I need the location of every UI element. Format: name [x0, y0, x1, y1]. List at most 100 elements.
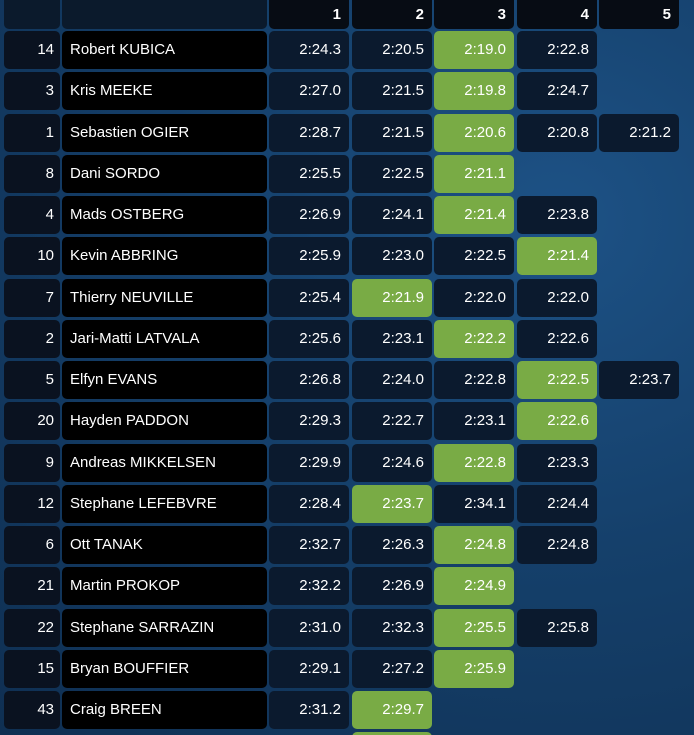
stage-time: 2:25.6 — [269, 320, 349, 358]
stage-time-best-cutoff — [352, 732, 432, 735]
driver-name[interactable]: Jari-Matti LATVALA — [62, 320, 267, 358]
stage-time-best: 2:19.8 — [434, 72, 514, 110]
stage-time: 2:23.0 — [352, 237, 432, 275]
stage-time: 2:25.4 — [269, 279, 349, 317]
driver-name[interactable]: Craig BREEN — [62, 691, 267, 729]
stage-time: 2:20.8 — [517, 114, 597, 152]
stage-time: 2:22.8 — [517, 31, 597, 69]
car-number: 22 — [4, 609, 60, 647]
car-number: 20 — [4, 402, 60, 440]
stage-time-best: 2:25.5 — [434, 609, 514, 647]
driver-name[interactable]: Sebastien OGIER — [62, 114, 267, 152]
stage-time: 2:23.1 — [352, 320, 432, 358]
car-number: 10 — [4, 237, 60, 275]
driver-name[interactable]: Robert KUBICA — [62, 31, 267, 69]
stage-time-best: 2:20.6 — [434, 114, 514, 152]
stage-time: 2:26.9 — [269, 196, 349, 234]
car-number: 12 — [4, 485, 60, 523]
car-number: 21 — [4, 567, 60, 605]
stage-time-best: 2:21.1 — [434, 155, 514, 193]
stage-time: 2:22.0 — [517, 279, 597, 317]
stage-time: 2:27.0 — [269, 72, 349, 110]
car-number: 8 — [4, 155, 60, 193]
stage-time: 2:34.1 — [434, 485, 514, 523]
driver-name[interactable]: Stephane SARRAZIN — [62, 609, 267, 647]
stage-time-best: 2:22.6 — [517, 402, 597, 440]
driver-name[interactable]: Ott TANAK — [62, 526, 267, 564]
stage-time: 2:28.4 — [269, 485, 349, 523]
stage-time: 2:28.7 — [269, 114, 349, 152]
stage-time: 2:24.3 — [269, 31, 349, 69]
stage-time-best: 2:25.9 — [434, 650, 514, 688]
driver-name[interactable]: Martin PROKOP — [62, 567, 267, 605]
stage-time: 2:21.2 — [599, 114, 679, 152]
stage-time-best: 2:22.5 — [517, 361, 597, 399]
stage-time-best: 2:19.0 — [434, 31, 514, 69]
stage-time: 2:24.4 — [517, 485, 597, 523]
header-stage-5[interactable]: 5 — [599, 0, 679, 29]
stage-time: 2:25.8 — [517, 609, 597, 647]
stage-time-best: 2:21.4 — [434, 196, 514, 234]
stage-time: 2:21.5 — [352, 114, 432, 152]
stage-time: 2:29.1 — [269, 650, 349, 688]
stage-time: 2:32.3 — [352, 609, 432, 647]
car-number: 9 — [4, 444, 60, 482]
stage-time: 2:22.5 — [352, 155, 432, 193]
header-stage-2[interactable]: 2 — [352, 0, 432, 29]
stage-time: 2:24.7 — [517, 72, 597, 110]
stage-time: 2:24.8 — [517, 526, 597, 564]
header-stage-3[interactable]: 3 — [434, 0, 514, 29]
driver-name[interactable]: Kevin ABBRING — [62, 237, 267, 275]
driver-name[interactable]: Andreas MIKKELSEN — [62, 444, 267, 482]
stage-time: 2:22.5 — [434, 237, 514, 275]
stage-time-best: 2:24.9 — [434, 567, 514, 605]
stage-time: 2:24.0 — [352, 361, 432, 399]
driver-name[interactable]: Bryan BOUFFIER — [62, 650, 267, 688]
stage-time: 2:26.9 — [352, 567, 432, 605]
stage-time: 2:24.6 — [352, 444, 432, 482]
driver-name[interactable]: Elfyn EVANS — [62, 361, 267, 399]
car-number: 2 — [4, 320, 60, 358]
header-stage-4[interactable]: 4 — [517, 0, 597, 29]
driver-name[interactable]: Mads OSTBERG — [62, 196, 267, 234]
car-number: 7 — [4, 279, 60, 317]
stage-time: 2:31.0 — [269, 609, 349, 647]
stage-time: 2:23.8 — [517, 196, 597, 234]
driver-name[interactable]: Stephane LEFEBVRE — [62, 485, 267, 523]
car-number: 6 — [4, 526, 60, 564]
stage-time-best: 2:23.7 — [352, 485, 432, 523]
stage-time-best: 2:24.8 — [434, 526, 514, 564]
stage-time: 2:25.9 — [269, 237, 349, 275]
stage-time: 2:32.7 — [269, 526, 349, 564]
car-number: 15 — [4, 650, 60, 688]
stage-time: 2:27.2 — [352, 650, 432, 688]
stage-time: 2:23.7 — [599, 361, 679, 399]
car-number: 3 — [4, 72, 60, 110]
stage-time: 2:22.8 — [434, 361, 514, 399]
stage-time: 2:22.0 — [434, 279, 514, 317]
stage-time: 2:32.2 — [269, 567, 349, 605]
driver-name[interactable]: Hayden PADDON — [62, 402, 267, 440]
stage-time: 2:26.3 — [352, 526, 432, 564]
header-stage-1[interactable]: 1 — [269, 0, 349, 29]
stage-time: 2:23.1 — [434, 402, 514, 440]
stage-time: 2:20.5 — [352, 31, 432, 69]
driver-name[interactable]: Dani SORDO — [62, 155, 267, 193]
stage-time-best: 2:21.4 — [517, 237, 597, 275]
car-number: 43 — [4, 691, 60, 729]
stage-time: 2:31.2 — [269, 691, 349, 729]
stage-time: 2:29.3 — [269, 402, 349, 440]
driver-name[interactable]: Kris MEEKE — [62, 72, 267, 110]
stage-time-best: 2:21.9 — [352, 279, 432, 317]
car-number: 1 — [4, 114, 60, 152]
stage-time: 2:23.3 — [517, 444, 597, 482]
header-num-blank — [4, 0, 60, 29]
header-driver-blank — [62, 0, 267, 29]
car-number: 5 — [4, 361, 60, 399]
stage-time-best: 2:22.8 — [434, 444, 514, 482]
stage-time: 2:24.1 — [352, 196, 432, 234]
driver-name[interactable]: Thierry NEUVILLE — [62, 279, 267, 317]
stage-time: 2:25.5 — [269, 155, 349, 193]
stage-time: 2:26.8 — [269, 361, 349, 399]
